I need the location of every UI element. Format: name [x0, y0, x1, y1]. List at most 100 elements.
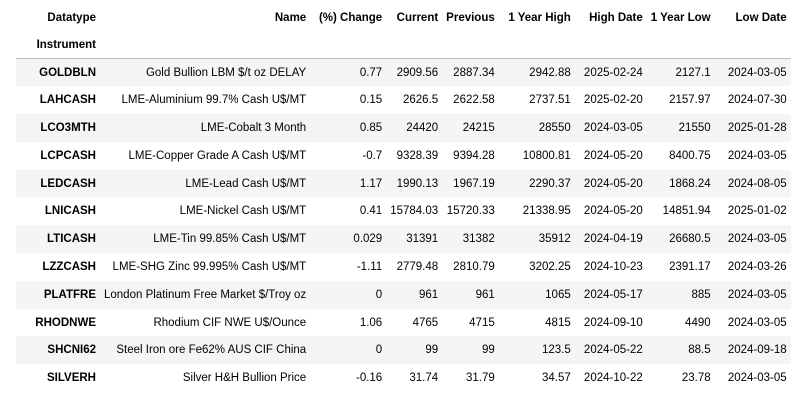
table-body: GOLDBLN Gold Bullion LBM $/t oz DELAY 0.77… — [16, 58, 791, 393]
row-index-label: LEDCASH — [40, 177, 96, 190]
table-cell: 2024-09-10 — [583, 316, 643, 329]
column-header: 1 Year Low — [650, 11, 711, 24]
table-cell: 31.79 — [465, 372, 495, 385]
table-cell: 0.41 — [359, 205, 383, 218]
table-row: LCO3MTH LME-Cobalt 3 Month 0.85 24420 24215 2… — [16, 114, 791, 142]
table-cell: LME-SHG Zinc 99.995% Cash U$/MT — [112, 260, 307, 273]
index-axis-label: Instrument — [16, 31, 100, 59]
table-cell: LME-Nickel Cash U$/MT — [179, 205, 307, 218]
table-cell: 9394.28 — [453, 149, 495, 162]
table-cell: 2024-09-18 — [727, 344, 787, 357]
table-cell: -0.7 — [362, 149, 383, 162]
table-cell: -0.16 — [355, 372, 383, 385]
table-cell: 8400.75 — [669, 149, 711, 162]
table-cell: 0.85 — [359, 121, 383, 134]
table-cell: 15720.33 — [446, 205, 495, 218]
table-cell: 26680.5 — [669, 233, 711, 246]
index-header-spacer — [646, 31, 715, 59]
index-header-spacer — [714, 31, 791, 59]
table-cell: 2024-03-26 — [727, 260, 787, 273]
table-cell: 88.5 — [688, 344, 711, 357]
table-cell: 2024-05-20 — [583, 177, 643, 190]
index-header-spacer — [574, 31, 647, 59]
table-row: LNICASH LME-Nickel Cash U$/MT 0.41 15784.03… — [16, 197, 791, 226]
column-axis-label: Datatype — [47, 11, 96, 24]
table-cell: 24215 — [462, 121, 495, 134]
column-header: Low Date — [735, 11, 787, 24]
table-cell: 21338.95 — [522, 205, 571, 218]
table-cell: 2779.48 — [396, 260, 439, 273]
table-cell: 1.17 — [359, 177, 383, 190]
table-cell: 4490 — [685, 316, 711, 329]
row-index-label: LTICASH — [47, 233, 96, 246]
index-header-spacer — [386, 31, 443, 59]
table-cell: 961 — [475, 288, 495, 301]
table-cell: 14851.94 — [662, 205, 711, 218]
table-cell: 1.06 — [359, 316, 383, 329]
table-cell: 31.74 — [409, 372, 439, 385]
table-cell: 2024-05-17 — [583, 288, 643, 301]
table-cell: 3202.25 — [529, 260, 571, 273]
table-cell: 31391 — [406, 233, 439, 246]
table-cell: 99 — [481, 344, 495, 357]
table-row: PLATFRE London Platinum Free Market $/Tro… — [16, 280, 791, 309]
table-row: LEDCASH LME-Lead Cash U$/MT 1.17 1990.13 196… — [16, 169, 791, 198]
table-cell: 2737.51 — [529, 94, 571, 107]
table-cell: 2942.88 — [529, 66, 571, 79]
table-cell: 1990.13 — [396, 177, 439, 190]
table-cell: 0 — [375, 288, 383, 301]
table-cell: 961 — [418, 288, 439, 301]
index-header-spacer — [100, 31, 311, 59]
table-cell: 2887.34 — [453, 66, 495, 79]
table-cell: 4715 — [469, 316, 495, 329]
table-cell: 2024-05-20 — [583, 149, 643, 162]
table-cell: 123.5 — [541, 344, 571, 357]
table-row: RHODNWE Rhodium CIF NWE U$/Ounce 1.06 4765 4… — [16, 308, 791, 337]
table-cell: 2024-03-05 — [583, 121, 643, 134]
row-index-label: LNICASH — [44, 205, 96, 218]
table-cell: 2024-05-22 — [583, 344, 643, 357]
table-cell: 2810.79 — [453, 260, 495, 273]
table-cell: 28550 — [538, 121, 571, 134]
index-header-row: Instrument — [16, 31, 791, 59]
table-cell: 2024-07-30 — [727, 94, 787, 107]
column-header: (%) Change — [318, 11, 383, 24]
table-cell: 21550 — [678, 121, 711, 134]
table-cell: 2024-03-05 — [727, 372, 787, 385]
table-cell: 1967.19 — [453, 177, 495, 190]
table-cell: 0.77 — [359, 66, 383, 79]
table-cell: LME-Copper Grade A Cash U$/MT — [128, 149, 307, 162]
table-cell: 4765 — [412, 316, 439, 329]
table-row: SHCNI62 Steel Iron ore Fe62% AUS CIF Chin… — [16, 336, 791, 365]
row-index-label: RHODNWE — [35, 316, 96, 329]
table-cell: 2024-08-05 — [727, 177, 787, 190]
table-cell: 2025-01-28 — [727, 121, 787, 134]
table-cell: Silver H&H Bullion Price — [182, 372, 307, 385]
index-header-spacer — [498, 31, 575, 59]
table-cell: 2024-05-20 — [583, 205, 643, 218]
table-cell: 24420 — [406, 121, 439, 134]
row-index-label: LAHCASH — [39, 94, 96, 107]
table-cell: 99 — [425, 344, 439, 357]
table-row: LTICASH LME-Tin 99.85% Cash U$/MT 0.029 313… — [16, 225, 791, 254]
row-index-label: GOLDBLN — [39, 66, 96, 79]
table-cell: Rhodium CIF NWE U$/Ounce — [153, 316, 307, 329]
table-cell: Gold Bullion LBM $/t oz DELAY — [145, 66, 307, 79]
row-index-label: LCO3MTH — [40, 121, 96, 134]
table-row: LZZCASH LME-SHG Zinc 99.995% Cash U$/MT -1… — [16, 253, 791, 281]
table-cell: 2025-02-24 — [583, 66, 643, 79]
table-cell: 2290.37 — [529, 177, 571, 190]
table-cell: 4815 — [545, 316, 571, 329]
table-cell: 34.57 — [541, 372, 571, 385]
table-cell: 2391.17 — [669, 260, 711, 273]
table-cell: 31382 — [462, 233, 495, 246]
column-header: Previous — [446, 11, 495, 24]
table-cell: LME-Tin 99.85% Cash U$/MT — [153, 233, 307, 246]
index-header-spacer — [442, 31, 499, 59]
table-cell: 2025-02-20 — [583, 94, 643, 107]
table-row: LAHCASH LME-Aluminium 99.7% Cash U$/MT 0.1… — [16, 86, 791, 115]
table-cell: 0.15 — [359, 94, 383, 107]
table-cell: 0.029 — [353, 233, 383, 246]
table-cell: 1868.24 — [669, 177, 711, 190]
